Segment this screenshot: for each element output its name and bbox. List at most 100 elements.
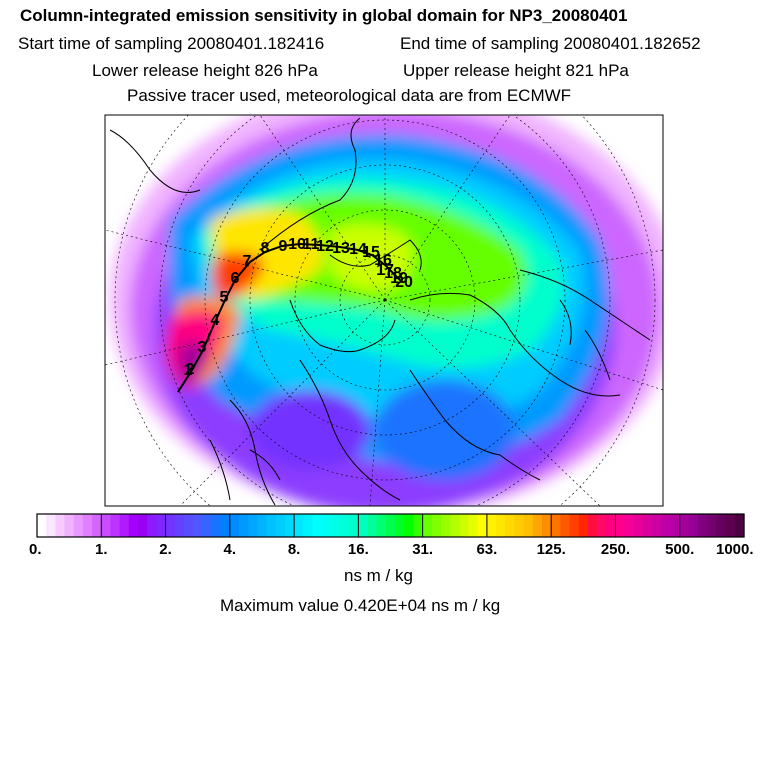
colorbar-swatch (606, 514, 617, 537)
trajectory-label: 18 (384, 265, 402, 282)
colorbar-swatch (119, 514, 130, 537)
colorbar-swatches (37, 514, 745, 537)
colorbar-swatch (358, 514, 369, 537)
colorbar-swatch (532, 514, 543, 537)
colorbar-swatch (468, 514, 479, 537)
colorbar-swatch (431, 514, 442, 537)
trajectory-label: 20 (395, 274, 413, 291)
colorbar-swatch (183, 514, 194, 537)
colorbar-swatch (560, 514, 571, 537)
colorbar-swatch (670, 514, 681, 537)
trajectory-label: 2 (186, 361, 195, 378)
colorbar-swatch (156, 514, 167, 537)
colorbar-tick-labels: 0. 1. 2. 4. 8. 16. 31. 63. 125. 250. 500. 1000. (29, 514, 754, 558)
colorbar-swatch (496, 514, 506, 537)
trajectory-label: 7 (243, 253, 252, 270)
colorbar-tick-label: 0. (29, 541, 42, 558)
colorbar-swatch (55, 514, 66, 537)
colorbar-tick-label: 1. (95, 541, 108, 558)
colorbar-swatch (716, 514, 727, 537)
maximum-value-label: Maximum value 0.420E+04 ns m / kg (220, 596, 501, 615)
colorbar-swatch (441, 514, 451, 537)
colorbar-tick-label: 500. (665, 541, 694, 558)
trajectory-label: 4 (211, 312, 220, 329)
colorbar-swatch (624, 514, 635, 537)
trajectory-label: 1 (184, 362, 193, 379)
colorbar-swatch (211, 514, 222, 537)
colorbar-swatch (661, 514, 672, 537)
colorbar-swatch (477, 514, 488, 537)
colorbar-swatch (321, 514, 332, 537)
colorbar-swatch (110, 514, 121, 537)
trajectory-label: 17 (376, 262, 394, 279)
trajectory-label: 12 (316, 238, 334, 255)
colorbar-swatch (275, 514, 286, 537)
trajectory-label: 8 (261, 240, 270, 257)
trajectory-label: 14 (349, 241, 367, 258)
colorbar-swatch (486, 514, 497, 537)
colorbar-swatch (138, 514, 148, 537)
colorbar-swatch (303, 514, 314, 537)
colorbar-swatch (514, 514, 525, 537)
colorbar-swatch (597, 514, 607, 537)
trajectory-label: 5 (220, 289, 229, 306)
colorbar-swatch (367, 514, 378, 537)
colorbar-swatch (698, 514, 708, 537)
start-time-label: Start time of sampling 20080401.182416 (18, 34, 325, 53)
upper-release-label: Upper release height 821 hPa (403, 61, 629, 80)
map-frame (104, 114, 664, 507)
colorbar-swatch (542, 514, 552, 537)
lower-release-label: Lower release height 826 hPa (92, 61, 318, 80)
colorbar-swatch (707, 514, 718, 537)
graticule (105, 115, 663, 506)
coastlines (109, 117, 651, 506)
colorbar-tick-label: 16. (348, 541, 369, 558)
colorbar: 0. 1. 2. 4. 8. 16. 31. 63. 125. 250. 500. 1000. (29, 513, 754, 558)
colorbar-swatch (284, 514, 295, 537)
colorbar-swatch (395, 514, 405, 537)
passive-tracer-label: Passive tracer used, meteorological data… (127, 86, 572, 105)
units-label: ns m / kg (344, 566, 413, 585)
colorbar-swatch (73, 514, 84, 537)
colorbar-swatch (587, 514, 598, 537)
colorbar-swatch (404, 514, 415, 537)
colorbar-swatch (523, 514, 534, 537)
colorbar-swatch (294, 514, 304, 537)
colorbar-swatch (569, 514, 580, 537)
colorbar-tick-label: 2. (159, 541, 172, 558)
trajectory-label: 11 (303, 236, 320, 253)
colorbar-swatch (312, 514, 323, 537)
trajectory-label: 6 (231, 270, 240, 287)
colorbar-swatch (459, 514, 470, 537)
colorbar-swatch (725, 514, 736, 537)
colorbar-tick-label: 63. (476, 541, 497, 558)
end-time-label: End time of sampling 20080401.182652 (400, 34, 701, 53)
colorbar-swatch (37, 514, 47, 537)
colorbar-swatch (330, 514, 341, 537)
colorbar-swatch (248, 514, 258, 537)
colorbar-swatch (202, 514, 213, 537)
chart-title: Column-integrated emission sensitivity i… (20, 6, 628, 25)
colorbar-swatch (505, 514, 516, 537)
colorbar-swatch (266, 514, 277, 537)
colorbar-swatch (679, 514, 690, 537)
colorbar-swatch (578, 514, 589, 537)
trajectory-label: 10 (288, 236, 306, 253)
colorbar-tick-label: 250. (601, 541, 630, 558)
colorbar-swatch (340, 514, 350, 537)
colorbar-swatch (385, 514, 396, 537)
colorbar-swatch (376, 514, 387, 537)
colorbar-swatch (551, 514, 561, 537)
colorbar-swatch (615, 514, 626, 537)
colorbar-swatch (422, 514, 433, 537)
colorbar-swatch (239, 514, 249, 537)
colorbar-swatch (450, 514, 460, 537)
colorbar-tick-label: 31. (412, 541, 433, 558)
trajectory-label: 9 (279, 238, 288, 255)
trajectory-path (177, 242, 403, 393)
colorbar-swatch (349, 514, 359, 537)
colorbar-border (36, 513, 745, 538)
colorbar-swatch (652, 514, 662, 537)
colorbar-swatch (229, 514, 240, 537)
